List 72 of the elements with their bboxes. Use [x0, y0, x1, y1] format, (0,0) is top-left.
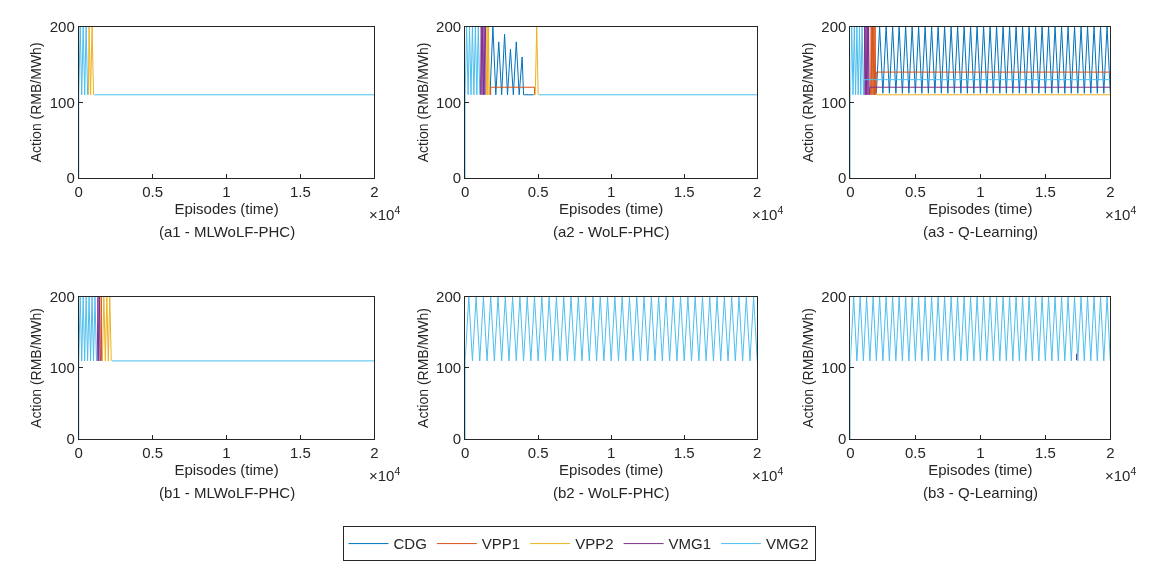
- text: ×10$^{4}$: [1105, 204, 1137, 224]
- x-tick-label: 0.5: [142, 443, 164, 461]
- y-tick-label: 200: [49, 17, 75, 35]
- text: ×10$^{4}$: [369, 465, 401, 485]
- x-tick-label: 0.5: [527, 443, 549, 461]
- x-axis-title: Episodes (time): [928, 460, 1033, 478]
- x-tick-label: 1.5: [289, 443, 311, 461]
- legend-label: CDG: [393, 535, 427, 553]
- legend-label: VPP1: [481, 535, 521, 553]
- x-tick-label: 2: [370, 443, 379, 461]
- x-tick-label: 1: [222, 182, 231, 200]
- x-tick-label: 0.5: [904, 443, 926, 461]
- y-tick-label: 100: [821, 359, 847, 377]
- x-tick-label: 1.5: [673, 443, 695, 461]
- y-axis-title: Action (RMB/MWh): [28, 42, 45, 163]
- x-tick-label: 1.5: [289, 182, 311, 200]
- y-tick-label: 200: [49, 288, 75, 306]
- text: (a2 - WoLF-PHC): [553, 223, 670, 240]
- text: (b2 - WoLF-PHC): [553, 484, 670, 501]
- x-axis-title: Episodes (time): [559, 199, 664, 217]
- text: ×10$^{4}$: [1105, 465, 1137, 485]
- x-tick-label: 1: [222, 443, 231, 461]
- y-tick-label: 200: [821, 288, 847, 306]
- x-tick-label: 2: [753, 182, 762, 200]
- y-axis-title: Action (RMB/MWh): [414, 42, 431, 163]
- y-tick-label: 100: [436, 359, 462, 377]
- x-tick-label: 2: [370, 182, 379, 200]
- y-tick-label: 100: [49, 93, 75, 111]
- y-tick-label: 0: [66, 169, 75, 187]
- x-axis-title: Episodes (time): [928, 199, 1033, 217]
- x-tick-label: 1: [976, 443, 985, 461]
- y-tick-label: 0: [452, 430, 462, 448]
- y-tick-label: 200: [436, 288, 462, 306]
- x-tick-label: 2: [753, 443, 762, 461]
- x-tick-label: 1.5: [673, 182, 695, 200]
- x-tick-label: 0.5: [904, 182, 926, 200]
- x-tick-label: 2: [1106, 443, 1115, 461]
- x-axis-title: Episodes (time): [174, 460, 279, 478]
- y-axis-title: Action (RMB/MWh): [414, 308, 431, 428]
- y-axis-title: Action (RMB/MWh): [28, 308, 45, 428]
- text: (b1 - MLWoLF-PHC): [159, 484, 296, 501]
- y-tick-label: 0: [838, 169, 847, 187]
- x-tick-label: 1.5: [1034, 443, 1056, 461]
- y-tick-label: 100: [49, 359, 75, 377]
- line-series: [850, 26, 1111, 178]
- x-tick-label: 0.5: [142, 182, 164, 200]
- x-tick-label: 1: [976, 182, 985, 200]
- y-tick-label: 100: [436, 93, 462, 111]
- x-tick-label: 2: [1106, 182, 1115, 200]
- x-axis-title: Episodes (time): [559, 460, 664, 478]
- x-tick-label: 1.5: [1034, 182, 1056, 200]
- x-tick-label: 0.5: [527, 182, 549, 200]
- y-tick-label: 0: [452, 169, 462, 187]
- y-axis-title: Action (RMB/MWh): [799, 308, 816, 428]
- legend-label: VMG1: [668, 535, 712, 553]
- legend-label: VPP2: [575, 535, 614, 553]
- y-tick-label: 200: [821, 17, 847, 35]
- legend-label: VMG2: [766, 535, 809, 553]
- x-tick-label: 1: [607, 182, 616, 200]
- y-tick-label: 0: [838, 430, 847, 448]
- y-axis-title: Action (RMB/MWh): [799, 42, 816, 163]
- y-tick-label: 200: [436, 17, 462, 35]
- text: ×10$^{4}$: [752, 204, 784, 224]
- x-axis-title: Episodes (time): [174, 199, 279, 217]
- y-tick-label: 0: [66, 430, 75, 448]
- x-tick-label: 1: [607, 443, 616, 461]
- text: (a3 - Q-Learning): [923, 223, 1039, 240]
- text: (b3 - Q-Learning): [923, 484, 1039, 501]
- text: (a1 - MLWoLF-PHC): [159, 223, 296, 240]
- y-tick-label: 100: [821, 93, 847, 111]
- text: ×10$^{4}$: [752, 465, 784, 485]
- text: ×10$^{4}$: [369, 204, 401, 224]
